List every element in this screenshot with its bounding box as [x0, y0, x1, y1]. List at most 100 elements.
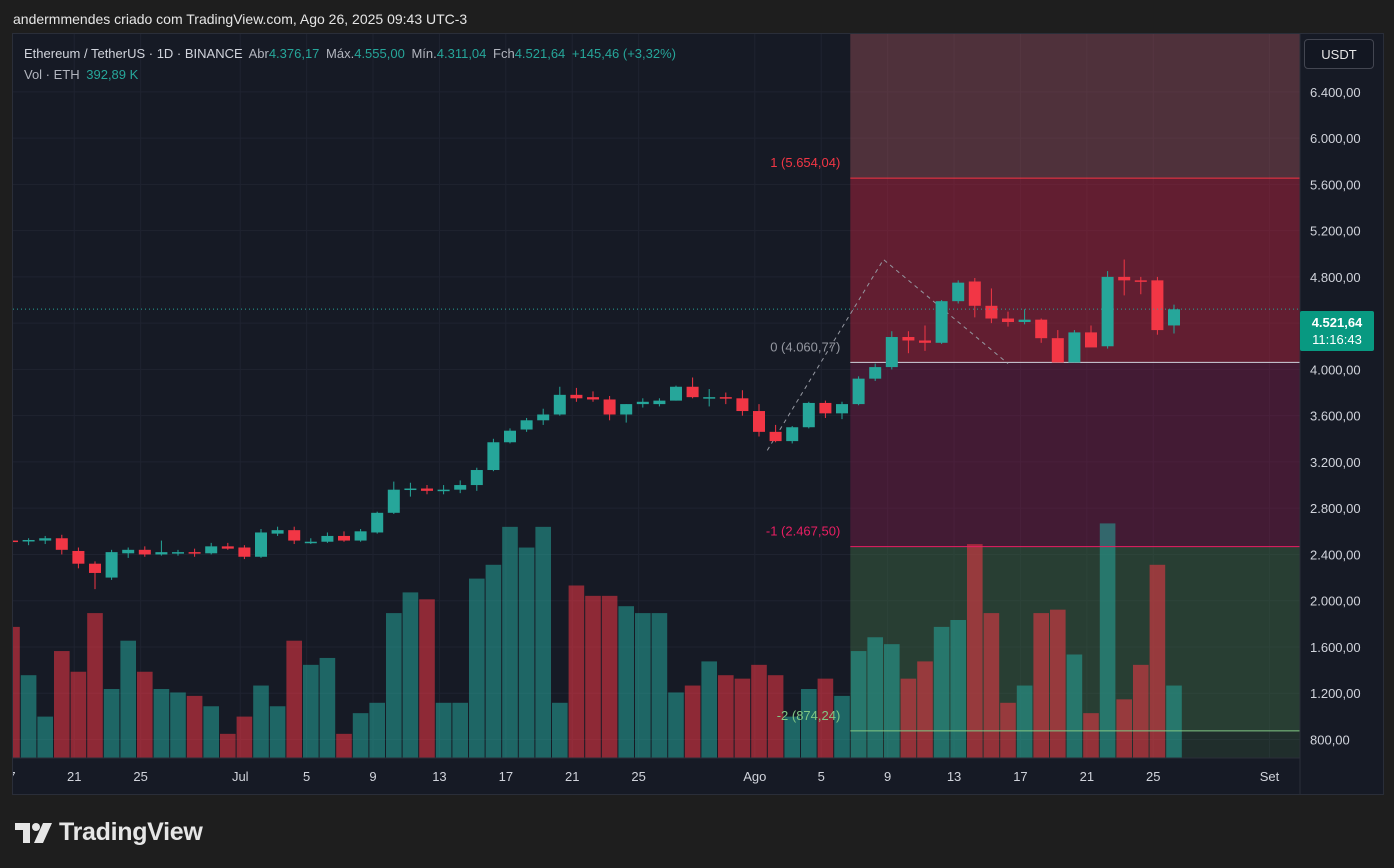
volume-bar [967, 544, 983, 758]
volume-bar [1099, 523, 1116, 758]
volume-bar [70, 671, 87, 758]
candle-body [22, 539, 35, 542]
trend-line [766, 258, 1009, 451]
fib-level-label: 0 (4.060,77) [770, 339, 840, 354]
candle-body [387, 489, 400, 513]
volume-bar [718, 675, 734, 758]
chart-area[interactable]: 1 (5.654,04) 0 (4.060,77) -1 (2.467,50) -2 … [12, 33, 1384, 795]
symbol-label[interactable]: Ethereum / TetherUS · 1D · BINANCE [24, 46, 243, 61]
candle-body [935, 301, 948, 343]
y-tick-label: 2.400,00 [1310, 547, 1361, 562]
fib-level-label: -1 (2.467,50) [766, 524, 840, 539]
y-tick-label: 800,00 [1310, 732, 1350, 747]
y-tick-label: 1.200,00 [1310, 686, 1361, 701]
candle-body [686, 386, 699, 398]
y-tick-label: 6.400,00 [1310, 85, 1361, 100]
volume-bar [552, 702, 568, 758]
candle-body [1051, 338, 1064, 363]
volume-bar [651, 613, 668, 758]
x-tick-label: 7 [13, 769, 16, 784]
volume-bar [734, 678, 751, 758]
candle-body [985, 305, 998, 319]
y-tick-label: 1.600,00 [1310, 640, 1361, 655]
candle-body [553, 394, 566, 415]
candle-body [836, 404, 848, 414]
volume-bar [1083, 713, 1099, 758]
x-tick-label: 17 [1013, 769, 1027, 784]
volume-bar [485, 564, 502, 758]
volume-bar [1050, 609, 1066, 758]
tradingview-logo-icon [15, 822, 52, 843]
x-tick-label: 13 [947, 769, 961, 784]
close-value: 4.521,64 [514, 46, 566, 61]
volume-bar [601, 595, 618, 758]
volume-bar [1033, 613, 1049, 758]
volume-bar [13, 626, 20, 758]
volume-bar [917, 661, 933, 758]
candle-body [869, 367, 882, 379]
volume-bar [1149, 564, 1166, 758]
volume-bar [303, 664, 319, 758]
candle-body [952, 282, 965, 302]
candle-body [172, 552, 184, 554]
candle-body [968, 281, 981, 306]
volume-label[interactable]: Vol · ETH [24, 67, 80, 82]
price-chart[interactable]: 1 (5.654,04) 0 (4.060,77) -1 (2.467,50) -2 … [13, 34, 1383, 794]
volume-bar [884, 644, 900, 758]
last-price-badge: 4.521,64 11:16:43 [1300, 311, 1374, 351]
low-value: 4.311,04 [436, 46, 487, 61]
currency-button[interactable]: USDT [1304, 39, 1374, 69]
candle-body [89, 563, 101, 573]
y-tick-label: 4.000,00 [1310, 362, 1361, 377]
candle-body [786, 427, 799, 442]
candle-body [719, 397, 732, 399]
volume-bar [784, 716, 800, 758]
bar-countdown: 11:16:43 [1312, 332, 1362, 347]
volume-bar [435, 702, 452, 758]
candle-body [470, 470, 483, 486]
candle-body [736, 398, 749, 412]
x-tick-label: 13 [432, 769, 446, 784]
volume-bar [137, 671, 153, 758]
volume-bar [153, 689, 170, 758]
volume-bar [37, 716, 53, 758]
candle-body [105, 552, 118, 578]
fib-zone-above [850, 34, 1300, 179]
tradingview-logo-text: TradingView [59, 818, 203, 846]
volume-bar [801, 689, 817, 758]
candle-body [636, 401, 649, 405]
volume-value: 392,89 K [86, 67, 139, 82]
volume-bar [402, 592, 419, 758]
volume-bar [20, 675, 37, 758]
volume-bar [269, 706, 286, 758]
volume-bar [236, 716, 253, 758]
volume-bar [369, 702, 385, 758]
candle-body [1151, 280, 1164, 331]
volume-bar [1166, 685, 1182, 758]
candle-body [304, 541, 317, 544]
candle-body [437, 489, 450, 492]
x-tick-label: 9 [884, 769, 891, 784]
candle-body [205, 546, 218, 554]
volume-bar [568, 585, 585, 758]
candle-body [603, 399, 616, 415]
candle-body [570, 394, 583, 399]
volume-bar [1066, 654, 1083, 758]
tradingview-logo[interactable]: TradingView [15, 818, 203, 847]
open-label: Abr [248, 46, 269, 61]
candle-body [653, 400, 666, 405]
x-tick-label: 9 [369, 769, 376, 784]
page-title: andermmendes criado com TradingView.com,… [13, 11, 468, 27]
change-value: +145,46 (+3,32%) [571, 46, 676, 61]
candle-body [13, 540, 18, 543]
candle-body [1134, 280, 1147, 282]
y-tick-label: 3.600,00 [1310, 409, 1361, 424]
high-value: 4.555,00 [354, 46, 405, 61]
high-label: Máx. [326, 46, 355, 61]
volume-bar [850, 651, 867, 758]
volume-bar [87, 613, 103, 758]
candle-body [1018, 319, 1031, 322]
candle-body [1002, 318, 1014, 322]
volume-bar [253, 685, 269, 758]
candle-body [39, 538, 52, 541]
